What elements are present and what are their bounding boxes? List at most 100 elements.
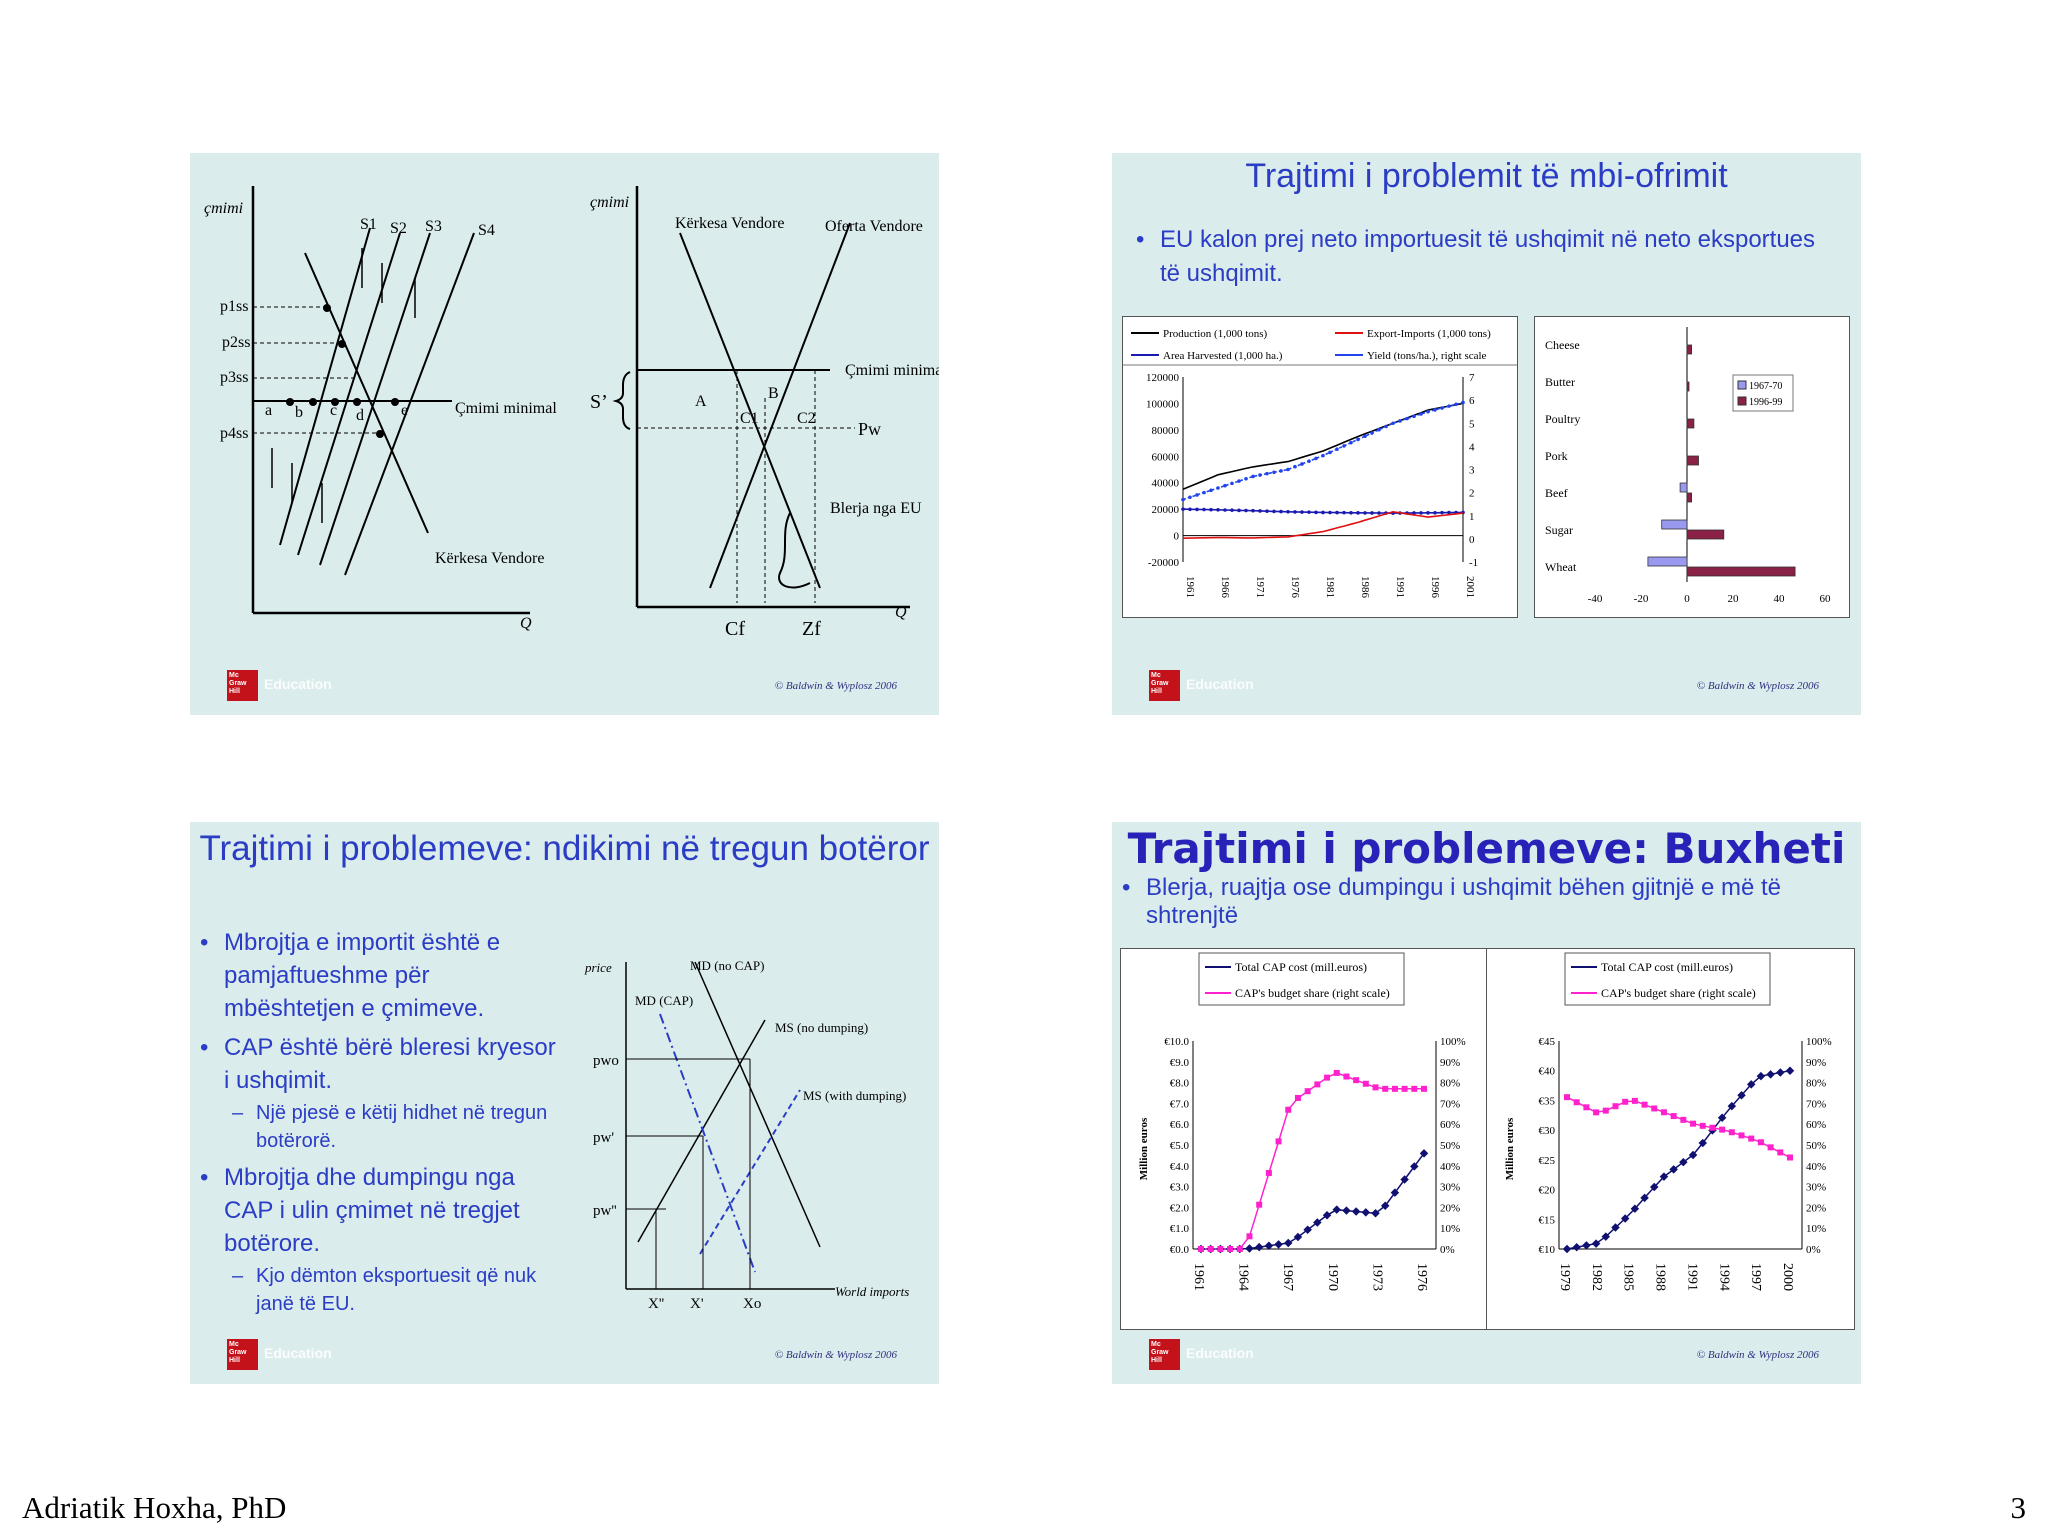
y2-tick-label: 100%	[1806, 1036, 1832, 1048]
x-tick-label: 20	[1728, 593, 1740, 605]
cost-marker	[1313, 1218, 1322, 1227]
y2-tick-label: 70%	[1806, 1098, 1826, 1110]
x-tick-label: 1991	[1394, 576, 1406, 598]
series-marker	[1384, 424, 1388, 429]
series-marker	[1391, 421, 1395, 426]
y2-tick-label: 30%	[1440, 1182, 1460, 1194]
slide-world-market: Trajtimi i problemeve: ndikimi në tregun…	[190, 822, 939, 1384]
share-marker	[1573, 1099, 1580, 1106]
series-marker	[1307, 459, 1311, 463]
slide-title: Trajtimi i problemit të mbi-ofrimit	[1245, 157, 1728, 195]
area-c2: C2	[797, 410, 816, 427]
purchase-label: Blerja nga EU	[830, 500, 922, 517]
y2-tick-label: 10%	[1440, 1223, 1460, 1235]
x-tick-label: 1979	[1557, 1263, 1572, 1291]
share-marker	[1787, 1154, 1793, 1161]
series-marker	[1195, 493, 1199, 497]
world-price-label: Pw	[858, 419, 881, 439]
right-supply-label: Oferta Vendore	[825, 218, 923, 235]
y-tick-label: €20	[1539, 1185, 1556, 1197]
x-tick-label: 1982	[1589, 1263, 1604, 1291]
series-marker	[1426, 409, 1430, 414]
x-tick-label: 1973	[1369, 1263, 1384, 1291]
x-tick-label: 1997	[1748, 1263, 1763, 1291]
ms-no-label: MS (no dumping)	[775, 1020, 868, 1035]
series-marker	[1209, 507, 1213, 512]
y2-tick-label: 20%	[1806, 1202, 1826, 1214]
series-marker	[1321, 453, 1325, 458]
subbullet-1: Një pjesë e këtij hidhet në tregun botër…	[198, 1099, 558, 1155]
series-marker	[1321, 510, 1325, 515]
series-marker	[1405, 416, 1409, 421]
cost-line	[1201, 1152, 1425, 1250]
y2-tick-label: 40%	[1440, 1161, 1460, 1173]
y2-tick-label: 6	[1469, 395, 1475, 407]
s-prime-label: S’	[590, 391, 608, 413]
bar-chart-svg: -40 -20 0 20 40 60 Cheese Butter Poultry Pork Beef…	[1545, 327, 1831, 605]
y2-tick-label: 50%	[1806, 1140, 1826, 1152]
series-marker	[1244, 508, 1248, 513]
bar-1967	[1661, 519, 1688, 530]
y2-tick-label: 1	[1469, 511, 1475, 523]
y-tick-label: €0.0	[1170, 1244, 1190, 1256]
label-p4: p4ss	[220, 425, 248, 442]
y2-tick-label: 0%	[1440, 1244, 1455, 1256]
y-tick-label: €3.0	[1170, 1182, 1190, 1194]
area-c1: C1	[740, 410, 759, 427]
mcgraw-hill-logo: Mc Graw Hill	[227, 1339, 258, 1370]
y2-tick-label: 10%	[1806, 1223, 1826, 1235]
x-tick-label: 40	[1774, 593, 1786, 605]
mcgraw-hill-logo: Mc Graw Hill	[227, 670, 258, 701]
share-marker	[1738, 1132, 1745, 1139]
x-tick-label: 0	[1684, 593, 1690, 605]
category-label: Poultry	[1545, 412, 1580, 426]
share-marker	[1304, 1088, 1311, 1095]
series-marker	[1209, 488, 1213, 493]
y-tick-label: 60000	[1152, 451, 1180, 463]
series-marker	[1426, 511, 1430, 515]
md-cap-label: MD (CAP)	[635, 993, 693, 1008]
label-s4: S4	[478, 222, 495, 239]
cf-label: Cf	[725, 618, 745, 640]
point-d: d	[356, 407, 364, 424]
price-pw2: pw''	[593, 1203, 617, 1219]
y-tick-label: €4.0	[1170, 1161, 1190, 1173]
point-c: c	[330, 402, 337, 419]
x-tick-label: -20	[1634, 593, 1649, 605]
ms-with-label: MS (with dumping)	[803, 1088, 906, 1103]
series-marker	[1293, 510, 1297, 514]
series-marker	[1216, 486, 1220, 490]
share-marker	[1757, 1139, 1764, 1146]
subbullet-2: Kjo dëmton eksportuesit që nuk janë të E…	[198, 1262, 558, 1318]
y2-tick-label: 3	[1469, 465, 1475, 477]
y-tick-label: 40000	[1152, 478, 1180, 490]
series-marker	[1279, 509, 1283, 514]
share-marker	[1353, 1077, 1360, 1084]
legend-label: CAP's budget share (right scale)	[1235, 986, 1390, 1000]
series-marker	[1377, 427, 1381, 432]
series-marker	[1195, 507, 1199, 512]
left-ylabel: çmimi	[204, 200, 243, 217]
bullet-2: CAP është bërë bleresi kryesor i ushqimi…	[198, 1031, 558, 1097]
y2-tick-label: 80%	[1806, 1078, 1826, 1090]
y-tick-label: €30	[1539, 1125, 1556, 1137]
share-marker	[1641, 1101, 1648, 1108]
y-tick-label: €2.0	[1170, 1202, 1190, 1214]
series-marker	[1188, 495, 1192, 500]
right-ylabel: çmimi	[590, 194, 629, 211]
share-marker	[1421, 1085, 1427, 1092]
bar-1996	[1686, 529, 1725, 540]
label-s2: S2	[390, 220, 407, 237]
area-b: B	[768, 385, 779, 402]
share-marker	[1593, 1109, 1600, 1116]
series-marker	[1202, 507, 1206, 512]
price-floor-diagrams: çmimi Q S1 S2 S3 S4 p1ss p2ss p3ss p4ss …	[204, 186, 939, 640]
slide-budget: Trajtimi i problemeve: Buxheti Blerja, r…	[1112, 822, 1861, 1384]
legend-box	[1198, 952, 1405, 1006]
production-chart: -20000 0 20000 40000 60000 80000 100000 120000 -…	[1122, 316, 1518, 618]
series-marker	[1335, 447, 1339, 451]
x-tick-label: 1976	[1414, 1263, 1429, 1291]
cost-marker	[1688, 1150, 1698, 1160]
education-label: Education	[1186, 1345, 1254, 1361]
share-marker	[1382, 1085, 1389, 1092]
